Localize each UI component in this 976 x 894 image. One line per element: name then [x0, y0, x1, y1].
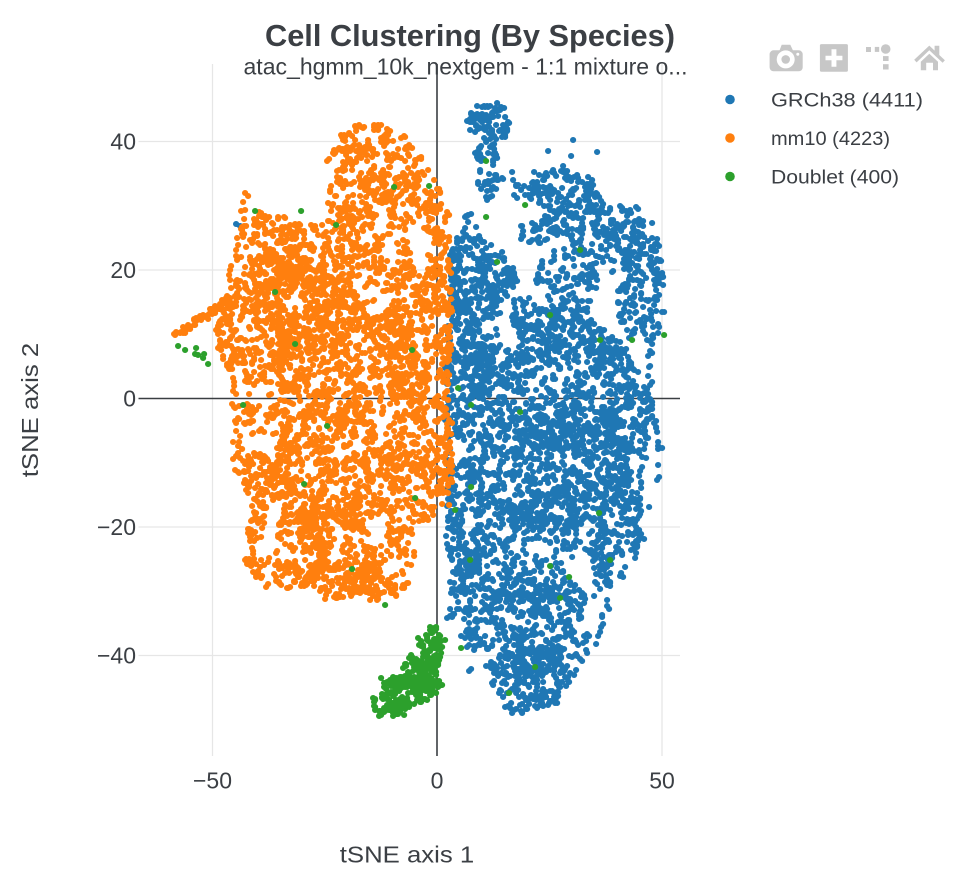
- svg-text:0: 0: [123, 386, 136, 412]
- svg-text:tSNE axis 1: tSNE axis 1: [340, 842, 475, 868]
- svg-text:0: 0: [431, 768, 444, 794]
- svg-text:tSNE axis 2: tSNE axis 2: [17, 343, 43, 478]
- svg-text:−20: −20: [97, 514, 136, 540]
- svg-text:50: 50: [649, 768, 675, 794]
- svg-text:20: 20: [110, 257, 136, 283]
- svg-text:GRCh38 (4411): GRCh38 (4411): [771, 90, 923, 112]
- svg-text:mm10 (4223): mm10 (4223): [771, 128, 890, 150]
- svg-text:−40: −40: [97, 643, 136, 669]
- svg-text:Doublet (400): Doublet (400): [771, 167, 899, 189]
- svg-text:−50: −50: [193, 768, 232, 794]
- svg-text:atac_hgmm_10k_nextgem - 1:1 mi: atac_hgmm_10k_nextgem - 1:1 mixture o...: [244, 54, 688, 80]
- svg-text:40: 40: [110, 129, 136, 155]
- svg-text:Cell Clustering (By Species): Cell Clustering (By Species): [265, 18, 675, 53]
